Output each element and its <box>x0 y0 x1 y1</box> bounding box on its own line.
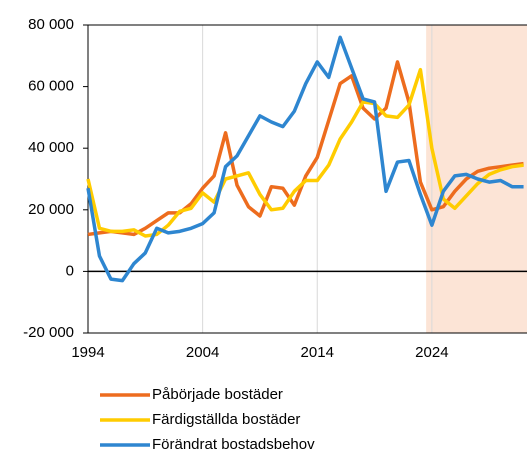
y-tick-label: 0 <box>66 262 74 279</box>
x-tick-label: 1994 <box>71 344 104 361</box>
legend-label: Färdigställda bostäder <box>152 411 300 428</box>
x-tick-label: 2004 <box>186 344 219 361</box>
y-tick-label: 20 000 <box>28 201 74 218</box>
series-line <box>86 35 524 283</box>
x-tick-label: 2024 <box>415 344 448 361</box>
y-tick-label: -20 000 <box>23 324 74 341</box>
x-tick-label: 2014 <box>301 344 334 361</box>
y-tick-label: 40 000 <box>28 139 74 156</box>
y-tick-label: 60 000 <box>28 78 74 95</box>
y-tick-label: 80 000 <box>28 16 74 33</box>
legend-label: Påbörjade bostäder <box>152 386 283 403</box>
series-line <box>87 60 524 237</box>
legend-label: Förändrat bostadsbehov <box>152 436 315 453</box>
